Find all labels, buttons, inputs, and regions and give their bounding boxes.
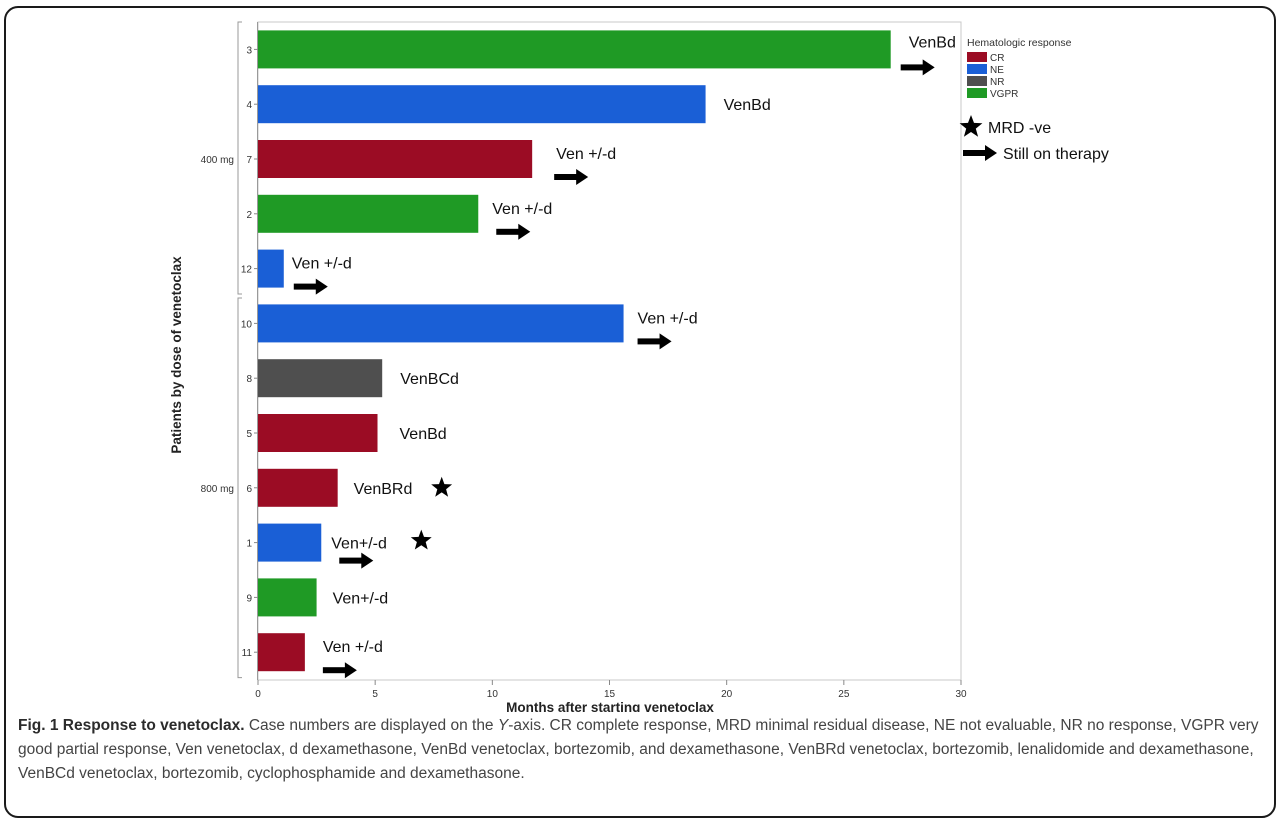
bar-case-10 [258,304,624,343]
regimen-label: VenBRd [354,481,413,498]
bar-case-8 [258,359,383,398]
bar-case-1 [258,523,322,562]
right-arrow-icon [963,145,997,161]
legend-swatch [967,76,987,86]
regimen-label: Ven+/-d [333,590,389,607]
case-label: 10 [241,319,253,330]
bar-case-12 [258,249,284,288]
x-tick-label: 25 [838,689,850,700]
regimen-label: Ven +/-d [323,639,383,656]
legend-therapy-label: Still on therapy [1003,146,1109,163]
legend-entry: VGPR [990,89,1018,100]
still-on-therapy-arrow-icon [339,552,374,569]
case-label: 12 [241,265,253,276]
bar-case-6 [258,468,338,507]
case-label: 6 [246,484,252,495]
case-label: 9 [246,593,252,604]
case-label: 1 [246,539,252,550]
legend-entry: CR [990,53,1004,64]
regimen-label: VenBd [724,97,771,114]
case-label: 11 [242,648,253,659]
still-on-therapy-arrow-icon [554,169,589,185]
bar-case-3 [258,30,891,69]
still-on-therapy-arrow-icon [293,278,328,295]
legend-mrd-label: MRD -ve [988,120,1051,137]
mrd-star-icon [431,476,453,497]
x-tick-label: 0 [255,689,261,700]
caption-title: Fig. 1 Response to venetoclax. [18,717,245,734]
regimen-label: VenBd [909,34,956,51]
legend-swatch [967,88,987,98]
group-bracket [237,297,242,679]
caption-text-1: Case numbers are displayed on the [244,717,498,734]
bar-case-7 [258,140,533,178]
group-label: 800 mg [201,484,234,495]
caption-text-2: -axis. CR complete response, MRD minimal… [18,717,1259,782]
x-tick-label: 10 [487,689,499,700]
x-tick-label: 5 [372,689,378,700]
bar-case-2 [258,194,479,233]
regimen-label: VenBd [400,426,447,443]
case-label: 4 [246,100,252,111]
case-label: 8 [246,374,252,385]
bar-case-4 [258,85,706,124]
caption-y-italic: Y [497,717,509,734]
bar-case-11 [258,633,305,672]
still-on-therapy-arrow-icon [322,662,357,679]
legend-entry: NR [990,77,1004,88]
still-on-therapy-arrow-icon [496,223,531,240]
still-on-therapy-arrow-icon [900,59,935,76]
regimen-label: Ven+/-d [331,536,387,553]
star-icon [959,115,983,137]
legend-swatch [967,64,987,74]
case-label: 7 [246,155,252,166]
regimen-label: Ven +/-d [556,146,616,163]
still-on-therapy-arrow-icon [637,333,672,350]
legend-entry: NE [990,65,1004,76]
legend-swatch [967,52,987,62]
regimen-label: Ven +/-d [492,201,552,218]
y-axis-label: Patients by dose of venetoclax [169,256,184,454]
x-tick-label: 20 [721,689,733,700]
x-tick-label: 15 [604,689,616,700]
case-label: 5 [246,429,252,440]
bar-case-9 [258,578,317,617]
x-axis-label: Months after starting venetoclax [506,700,714,712]
legend-title: Hematologic response [967,37,1072,49]
case-label: 3 [246,45,252,56]
regimen-label: Ven +/-d [638,310,698,327]
group-bracket [237,21,242,295]
figure-caption: Fig. 1 Response to venetoclax. Case numb… [18,714,1268,786]
regimen-label: Ven +/-d [292,256,352,273]
regimen-label: VenBCd [400,371,459,388]
group-label: 400 mg [201,155,234,166]
bar-case-5 [258,414,378,452]
figure-frame [4,6,1276,818]
x-tick-label: 30 [955,689,967,700]
case-label: 2 [246,210,252,221]
mrd-star-icon [410,529,432,550]
